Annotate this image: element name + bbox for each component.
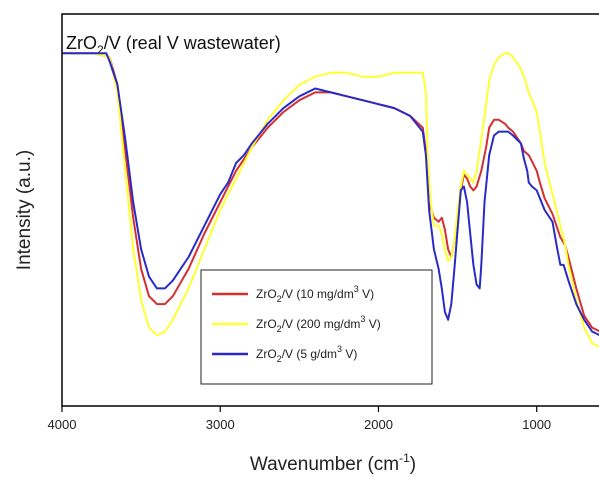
series-line-1: [62, 52, 599, 333]
x-tick-label: 3000: [206, 417, 235, 432]
series-line-2: [62, 52, 599, 348]
legend-items: ZrO2/V (10 mg/dm3 V) ZrO2/V (200 mg/dm3 V…: [212, 284, 381, 364]
legend-label-3: ZrO2/V (5 g/dm3 V): [256, 344, 357, 364]
x-tick-label: 2000: [364, 417, 393, 432]
legend-label-2: ZrO2/V (200 mg/dm3 V): [256, 314, 381, 334]
title-subscript: 2: [97, 43, 104, 57]
legend-box: [200, 269, 433, 385]
x-axis-title-main: Wavenumber (cm: [250, 454, 399, 475]
svg-text:ZrO2/V (real V wastewater): ZrO2/V (real V wastewater): [66, 33, 281, 57]
chart-title: ZrO2/V (real V wastewater): [66, 33, 281, 57]
x-axis-title-superscript: -1: [399, 451, 410, 465]
title-rest: /V (real V wastewater): [104, 33, 281, 53]
series-line-3: [62, 52, 599, 337]
series-layer: [62, 52, 599, 348]
y-axis-title: Intensity (a.u.): [14, 150, 35, 270]
x-axis: 4000 3000 2000 1000: [48, 406, 551, 432]
x-axis-title: Wavenumber (cm-1): [250, 451, 416, 475]
legend: ZrO2/V (10 mg/dm3 V) ZrO2/V (200 mg/dm3 V…: [200, 269, 433, 385]
x-tick-label: 4000: [48, 417, 77, 432]
x-axis-title-end: ): [410, 454, 416, 475]
legend-label-1: ZrO2/V (10 mg/dm3 V): [256, 284, 374, 304]
title-main: ZrO: [66, 33, 97, 53]
plot-frame: [61, 13, 599, 407]
x-tick-label: 1000: [522, 417, 551, 432]
